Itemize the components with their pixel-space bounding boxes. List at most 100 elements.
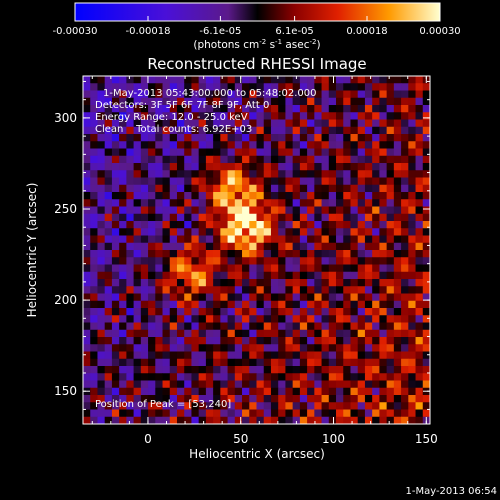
heatmap-cell <box>97 235 106 244</box>
heatmap-cell <box>314 351 322 360</box>
heatmap-cell <box>184 134 192 142</box>
heatmap-cell <box>90 308 98 316</box>
heatmap-cell <box>386 242 395 251</box>
heatmap-cell <box>408 279 416 287</box>
heatmap-cell <box>328 119 337 128</box>
heatmap-cell <box>314 235 322 244</box>
heatmap-cell <box>372 76 380 84</box>
heatmap-cell <box>83 76 91 84</box>
heatmap-cell <box>321 90 330 99</box>
heatmap-cell <box>90 300 98 309</box>
heatmap-cell <box>393 112 402 120</box>
heatmap-cell <box>256 228 265 236</box>
heatmap-cell <box>234 337 243 345</box>
heatmap-cell <box>307 279 315 287</box>
heatmap-cell <box>422 257 431 265</box>
heatmap-cell <box>422 184 431 193</box>
heatmap-cell <box>307 192 315 200</box>
heatmap-cell <box>401 155 409 164</box>
heatmap-cell <box>169 76 178 84</box>
heatmap-cell <box>307 184 315 193</box>
heatmap-cell <box>379 329 388 338</box>
heatmap-cell <box>278 286 286 294</box>
heatmap-cell <box>401 351 409 360</box>
heatmap-cell <box>350 373 359 381</box>
heatmap-cell <box>422 242 431 251</box>
heatmap-cell <box>343 235 351 244</box>
heatmap-cell <box>386 395 395 403</box>
heatmap-cell <box>393 148 402 157</box>
heatmap-cell <box>213 279 221 287</box>
heatmap-cell <box>249 134 257 142</box>
heatmap-cell <box>415 221 424 229</box>
heatmap-cell <box>401 395 409 403</box>
heatmap-cell <box>364 170 373 178</box>
heatmap-cell <box>198 395 207 403</box>
heatmap-cell <box>415 395 424 403</box>
heatmap-cell <box>307 322 315 331</box>
heatmap-cell <box>191 373 200 381</box>
heatmap-cell <box>176 344 185 352</box>
heatmap-cell <box>126 119 135 128</box>
heatmap-cell <box>401 344 409 352</box>
heatmap-cell <box>364 380 373 389</box>
heatmap-cell <box>213 76 221 84</box>
heatmap-cell <box>111 387 120 396</box>
heatmap-cell <box>176 76 185 84</box>
heatmap-cell <box>401 271 409 280</box>
heatmap-cell <box>227 257 236 265</box>
heatmap-cell <box>372 257 380 265</box>
heatmap-cell <box>220 170 228 178</box>
footer-date: 1-May-2013 06:54 <box>405 486 497 497</box>
heatmap-cell <box>205 83 214 91</box>
heatmap-cell <box>364 264 373 273</box>
heatmap-cell <box>198 105 207 113</box>
heatmap-cell <box>343 170 351 178</box>
heatmap-cell <box>191 416 200 425</box>
heatmap-cell <box>285 213 294 222</box>
heatmap-cell <box>299 300 308 309</box>
heatmap-cell <box>133 257 142 265</box>
heatmap-cell <box>256 250 265 258</box>
heatmap-cell <box>256 402 265 410</box>
heatmap-cell <box>270 300 279 309</box>
heatmap-cell <box>242 271 250 280</box>
heatmap-cell <box>155 409 163 418</box>
heatmap-cell <box>299 271 308 280</box>
heatmap-cell <box>357 344 366 352</box>
heatmap-cell <box>336 300 344 309</box>
heatmap-cell <box>227 213 236 222</box>
heatmap-cell <box>299 402 308 410</box>
heatmap-cell <box>213 358 221 367</box>
heatmap-cell <box>205 76 214 84</box>
heatmap-cell <box>242 351 250 360</box>
heatmap-cell <box>314 170 322 178</box>
y-axis-label: Heliocentric Y (arcsec) <box>25 183 39 318</box>
heatmap-cell <box>278 134 286 142</box>
heatmap-cell <box>263 148 272 157</box>
heatmap-cell <box>104 213 113 222</box>
heatmap-cell <box>292 148 301 157</box>
heatmap-cell <box>234 228 243 236</box>
heatmap-cell <box>213 105 221 113</box>
heatmap-cell <box>205 192 214 200</box>
heatmap-cell <box>292 271 301 280</box>
heatmap-cell <box>126 322 135 331</box>
heatmap-cell <box>119 387 127 396</box>
heatmap-cell <box>357 126 366 135</box>
heatmap-cell <box>263 184 272 193</box>
heatmap-cell <box>162 308 171 316</box>
heatmap-cell <box>83 351 91 360</box>
heatmap-cell <box>292 199 301 207</box>
heatmap-cell <box>364 105 373 113</box>
heatmap-cell <box>422 344 431 352</box>
heatmap-cell <box>205 242 214 251</box>
heatmap-cell <box>213 206 221 215</box>
heatmap-cell <box>140 76 149 84</box>
heatmap-cell <box>140 395 149 403</box>
heatmap-cell <box>184 366 192 374</box>
annotation-time-range: 1-May-2013 05:43:00.000 to 05:48:02.000 <box>103 88 316 99</box>
heatmap-cell <box>104 351 113 360</box>
heatmap-cell <box>220 97 228 106</box>
heatmap-cell <box>379 351 388 360</box>
